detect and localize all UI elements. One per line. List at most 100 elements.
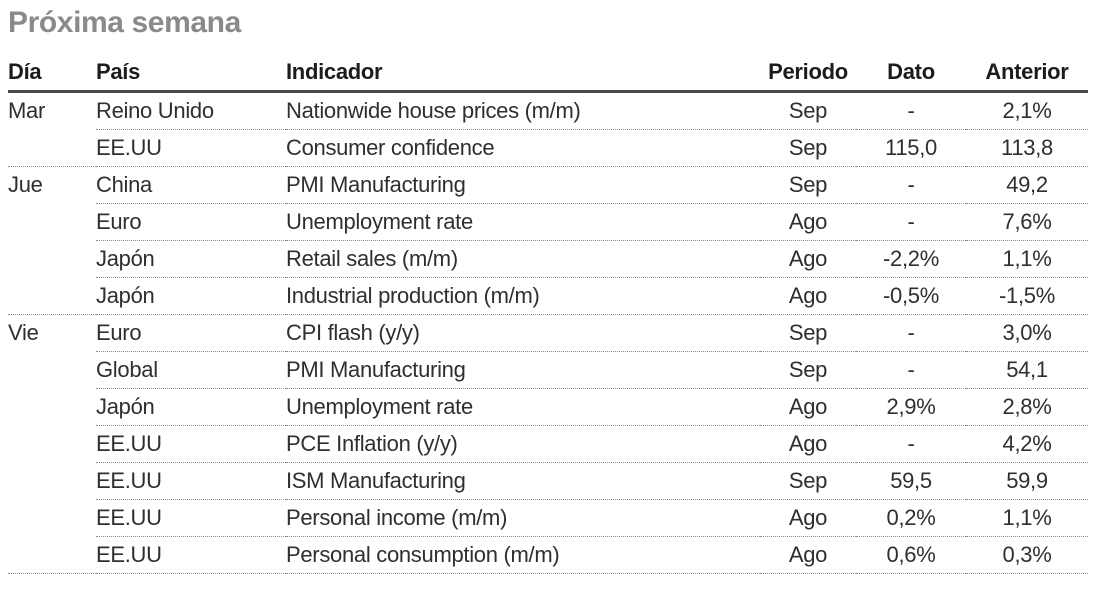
cell-anterior: -1,5%: [966, 278, 1088, 315]
cell-periodo: Sep: [760, 315, 856, 352]
cell-anterior: 54,1: [966, 352, 1088, 389]
cell-pais: EE.UU: [96, 426, 286, 463]
table-row: Japón Industrial production (m/m) Ago -0…: [8, 278, 1088, 315]
cell-pais: EE.UU: [96, 130, 286, 167]
cell-anterior: 49,2: [966, 167, 1088, 204]
table-row: Jue China PMI Manufacturing Sep - 49,2: [8, 167, 1088, 204]
table-row: EE.UU PCE Inflation (y/y) Ago - 4,2%: [8, 426, 1088, 463]
cell-indicador: ISM Manufacturing: [286, 463, 760, 500]
cell-dato: -: [856, 315, 966, 352]
cell-anterior: 4,2%: [966, 426, 1088, 463]
cell-dato: -: [856, 426, 966, 463]
cell-dia: [8, 537, 96, 574]
table-row: Vie Euro CPI flash (y/y) Sep - 3,0%: [8, 315, 1088, 352]
table-body: Mar Reino Unido Nationwide house prices …: [8, 93, 1088, 574]
cell-periodo: Sep: [760, 130, 856, 167]
table-row: Euro Unemployment rate Ago - 7,6%: [8, 204, 1088, 241]
cell-pais: Japón: [96, 389, 286, 426]
cell-periodo: Sep: [760, 352, 856, 389]
column-header-indicador: Indicador: [286, 59, 383, 84]
cell-periodo: Ago: [760, 278, 856, 315]
economic-calendar-table: Día País Indicador Periodo Dato Anterior…: [8, 56, 1088, 574]
cell-pais: EE.UU: [96, 463, 286, 500]
cell-pais: EE.UU: [96, 537, 286, 574]
table-row: EE.UU Consumer confidence Sep 115,0 113,…: [8, 130, 1088, 167]
cell-indicador: CPI flash (y/y): [286, 315, 760, 352]
cell-dato: -: [856, 167, 966, 204]
cell-anterior: 59,9: [966, 463, 1088, 500]
cell-anterior: 1,1%: [966, 500, 1088, 537]
cell-dato: 0,6%: [856, 537, 966, 574]
cell-dato: -: [856, 204, 966, 241]
cell-dato: 0,2%: [856, 500, 966, 537]
cell-pais: Euro: [96, 315, 286, 352]
cell-anterior: 3,0%: [966, 315, 1088, 352]
cell-periodo: Ago: [760, 204, 856, 241]
table-row: Japón Retail sales (m/m) Ago -2,2% 1,1%: [8, 241, 1088, 278]
cell-dato: 59,5: [856, 463, 966, 500]
cell-indicador: Personal consumption (m/m): [286, 537, 760, 574]
cell-pais: China: [96, 167, 286, 204]
cell-indicador: Unemployment rate: [286, 389, 760, 426]
cell-indicador: Nationwide house prices (m/m): [286, 93, 760, 130]
cell-dia: [8, 204, 96, 241]
cell-dia: [8, 241, 96, 278]
table-header-row: Día País Indicador Periodo Dato Anterior: [8, 56, 1088, 93]
cell-dia: [8, 500, 96, 537]
cell-pais: Reino Unido: [96, 93, 286, 130]
table-row: EE.UU Personal consumption (m/m) Ago 0,6…: [8, 537, 1088, 574]
cell-anterior: 0,3%: [966, 537, 1088, 574]
cell-pais: Euro: [96, 204, 286, 241]
cell-indicador: PMI Manufacturing: [286, 167, 760, 204]
cell-anterior: 7,6%: [966, 204, 1088, 241]
column-header-anterior: Anterior: [985, 59, 1069, 84]
cell-anterior: 113,8: [966, 130, 1088, 167]
page-title: Próxima semana: [8, 6, 241, 39]
cell-indicador: Industrial production (m/m): [286, 278, 760, 315]
cell-dia: [8, 278, 96, 315]
cell-periodo: Ago: [760, 241, 856, 278]
table-row: Global PMI Manufacturing Sep - 54,1: [8, 352, 1088, 389]
cell-indicador: PMI Manufacturing: [286, 352, 760, 389]
cell-periodo: Sep: [760, 463, 856, 500]
cell-periodo: Sep: [760, 167, 856, 204]
cell-indicador: Unemployment rate: [286, 204, 760, 241]
column-header-dato: Dato: [887, 59, 935, 84]
column-header-pais: País: [96, 59, 141, 84]
cell-periodo: Ago: [760, 426, 856, 463]
cell-indicador: Retail sales (m/m): [286, 241, 760, 278]
cell-indicador: Consumer confidence: [286, 130, 760, 167]
cell-dia: [8, 389, 96, 426]
cell-dato: -0,5%: [856, 278, 966, 315]
cell-periodo: Sep: [760, 93, 856, 130]
cell-dato: -: [856, 352, 966, 389]
cell-dato: -2,2%: [856, 241, 966, 278]
cell-indicador: Personal income (m/m): [286, 500, 760, 537]
cell-pais: EE.UU: [96, 500, 286, 537]
table-row: Japón Unemployment rate Ago 2,9% 2,8%: [8, 389, 1088, 426]
table-row: Mar Reino Unido Nationwide house prices …: [8, 93, 1088, 130]
table-row: EE.UU ISM Manufacturing Sep 59,5 59,9: [8, 463, 1088, 500]
cell-pais: Global: [96, 352, 286, 389]
cell-dia: [8, 130, 96, 167]
cell-periodo: Ago: [760, 389, 856, 426]
cell-periodo: Ago: [760, 537, 856, 574]
cell-dia: Mar: [8, 98, 45, 123]
cell-dato: -: [856, 93, 966, 130]
cell-dia: Vie: [8, 320, 39, 345]
table-row: EE.UU Personal income (m/m) Ago 0,2% 1,1…: [8, 500, 1088, 537]
cell-dia: [8, 352, 96, 389]
cell-anterior: 2,8%: [966, 389, 1088, 426]
column-header-dia: Día: [8, 59, 42, 84]
cell-periodo: Ago: [760, 500, 856, 537]
cell-pais: Japón: [96, 241, 286, 278]
cell-dia: [8, 426, 96, 463]
cell-dato: 115,0: [856, 130, 966, 167]
cell-anterior: 1,1%: [966, 241, 1088, 278]
cell-anterior: 2,1%: [966, 93, 1088, 130]
cell-dia: Jue: [8, 172, 43, 197]
cell-indicador: PCE Inflation (y/y): [286, 426, 760, 463]
cell-dia: [8, 463, 96, 500]
cell-pais: Japón: [96, 278, 286, 315]
